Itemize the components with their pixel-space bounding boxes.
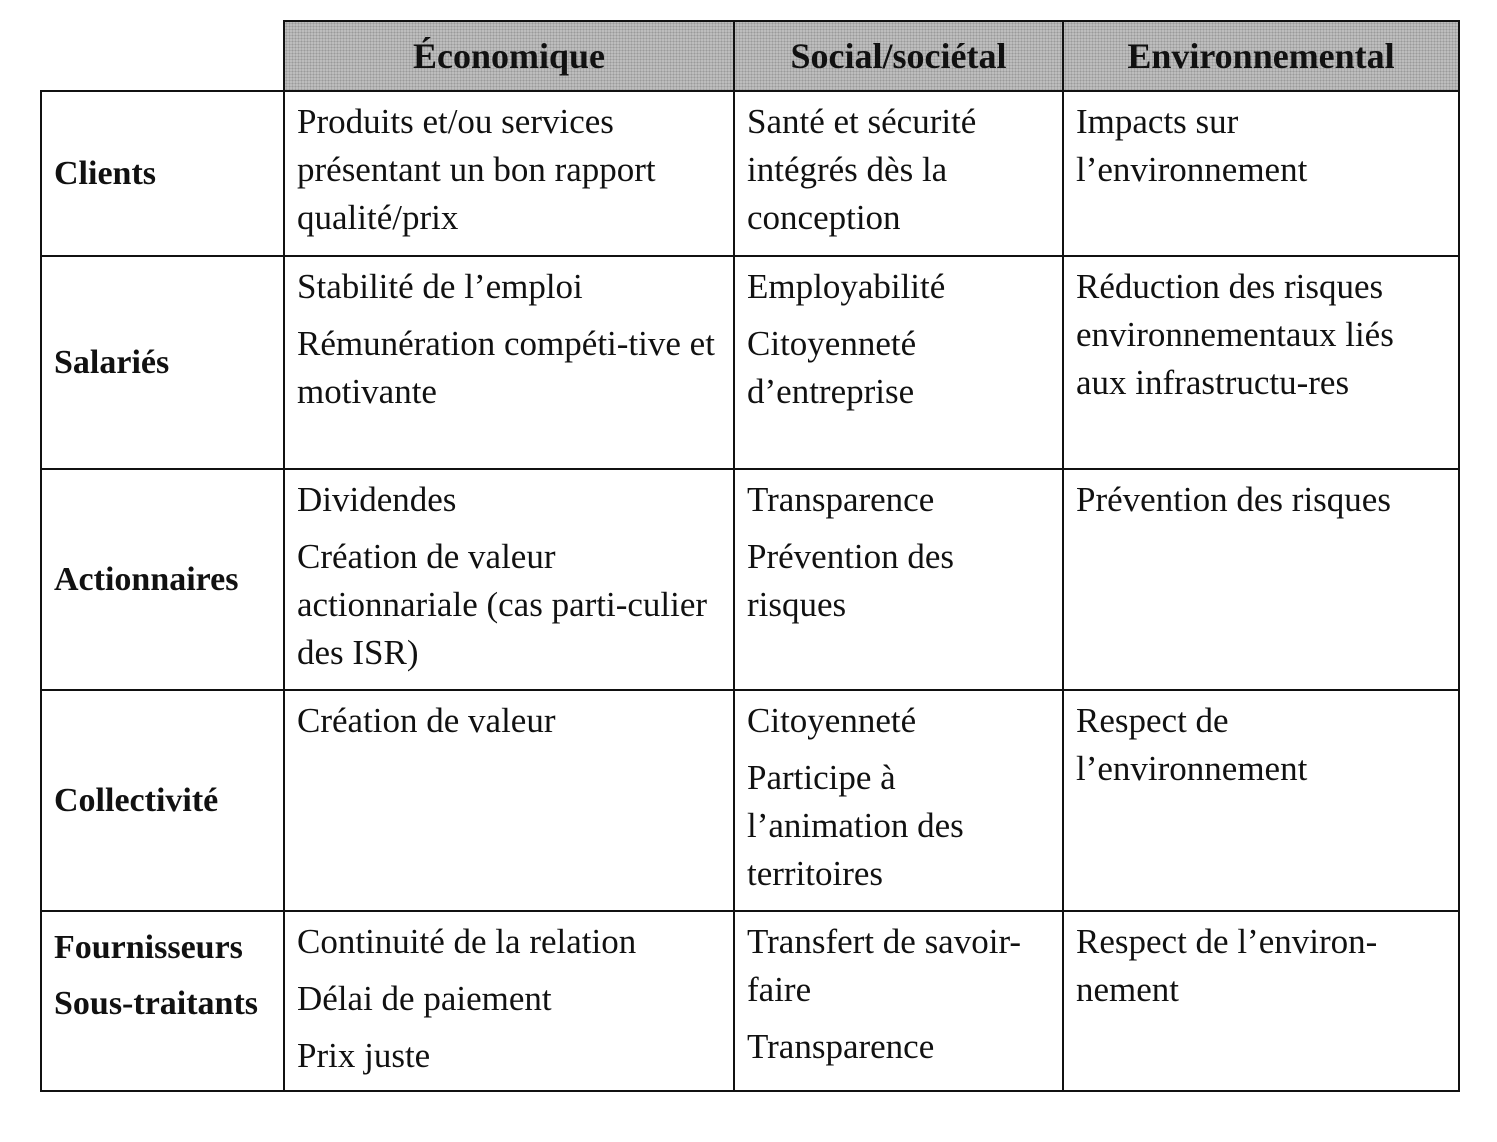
header-row: Économique Social/sociétal Environnement…: [41, 20, 1460, 92]
cell-economique: Produits et/ou services présentant un bo…: [283, 90, 735, 257]
row-label-text: Sous-traitants: [54, 985, 259, 1022]
cell-item: Prévention des risques: [747, 537, 955, 624]
cell-item: Création de valeur: [297, 701, 556, 740]
cell-item: Participe à l’animation des territoires: [747, 758, 964, 893]
cell-social: Santé et sécurité intégrés dès la concep…: [733, 90, 1064, 257]
cell-item: Citoyenneté d’entreprise: [747, 324, 917, 411]
cell-environnemental: Respect de l’environ-nement: [1062, 910, 1460, 1092]
stakeholder-table: Économique Social/sociétal Environnement…: [40, 20, 1460, 1092]
cell-item: Impacts sur l’environnement: [1076, 102, 1308, 189]
cell-item: Transparence: [747, 480, 935, 519]
cell-item: Réduction des risques environnementaux l…: [1076, 267, 1394, 402]
cell-environnemental: Impacts sur l’environnement: [1062, 90, 1460, 257]
cell-item: Produits et/ou services présentant un bo…: [297, 102, 656, 237]
cell-item: Prévention des risques: [1076, 480, 1391, 519]
row-label-text: Actionnaires: [54, 560, 239, 598]
table-row: Actionnaires Dividendes Création de valeur…: [40, 468, 1460, 691]
row-label: Salariés: [40, 255, 285, 470]
cell-environnemental: Prévention des risques: [1062, 468, 1460, 691]
row-label-text: Fournisseurs: [54, 929, 243, 966]
row-label: Clients: [40, 90, 285, 257]
cell-economique: Création de valeur: [283, 689, 735, 912]
row-label: Fournisseurs Sous-traitants: [40, 910, 285, 1092]
cell-item: Création de valeur actionnariale (cas pa…: [297, 537, 708, 672]
row-label-text: Clients: [54, 154, 156, 192]
cell-economique: Continuité de la relation Délai de paieme…: [283, 910, 735, 1092]
cell-environnemental: Réduction des risques environnementaux l…: [1062, 255, 1460, 470]
table-row: Salariés Stabilité de l’emploi Rémunératio…: [40, 255, 1460, 470]
cell-item: Respect de l’environnement: [1076, 701, 1308, 788]
cell-economique: Stabilité de l’emploi Rémunération compét…: [283, 255, 735, 470]
row-label-text: Collectivité: [54, 781, 219, 819]
cell-social: Transparence Prévention des risques: [733, 468, 1064, 691]
cell-item: Stabilité de l’emploi: [297, 267, 583, 306]
table-row: Clients Produits et/ou services présentan…: [40, 90, 1460, 257]
column-header-social: Social/sociétal: [733, 20, 1064, 92]
cell-environnemental: Respect de l’environnement: [1062, 689, 1460, 912]
table-row: Fournisseurs Sous-traitants Continuité de …: [40, 910, 1460, 1092]
cell-item: Transparence: [747, 1027, 935, 1066]
column-header-environnemental: Environnemental: [1062, 20, 1460, 92]
cell-item: Continuité de la relation: [297, 922, 637, 961]
column-header-economique: Économique: [283, 20, 735, 92]
corner-cell: [41, 21, 284, 92]
row-label-text: Salariés: [54, 343, 170, 381]
cell-social: Employabilité Citoyenneté d’entreprise: [733, 255, 1064, 470]
cell-social: Transfert de savoir-faire Transparence: [733, 910, 1064, 1092]
cell-item: Prix juste: [297, 1036, 431, 1075]
cell-item: Respect de l’environ-nement: [1076, 922, 1378, 1009]
row-label: Collectivité: [40, 689, 285, 912]
cell-item: Santé et sécurité intégrés dès la concep…: [747, 102, 977, 237]
cell-item: Citoyenneté: [747, 701, 917, 740]
cell-economique: Dividendes Création de valeur actionnaria…: [283, 468, 735, 691]
row-label: Actionnaires: [40, 468, 285, 691]
table-row: Collectivité Création de valeur Citoyennet…: [40, 689, 1460, 912]
cell-item: Délai de paiement: [297, 979, 552, 1018]
cell-item: Rémunération compéti-tive et motivante: [297, 324, 715, 411]
cell-item: Employabilité: [747, 267, 946, 306]
cell-item: Transfert de savoir-faire: [747, 922, 1022, 1009]
cell-item: Dividendes: [297, 480, 457, 519]
cell-social: Citoyenneté Participe à l’animation des t…: [733, 689, 1064, 912]
